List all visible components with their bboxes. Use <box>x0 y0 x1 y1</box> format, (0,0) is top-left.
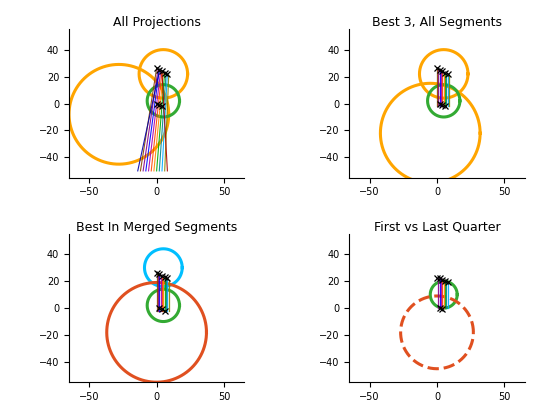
Title: Best 3, All Segments: Best 3, All Segments <box>372 16 502 29</box>
Title: First vs Last Quarter: First vs Last Quarter <box>374 221 500 234</box>
Title: Best In Merged Segments: Best In Merged Segments <box>76 221 237 234</box>
Title: All Projections: All Projections <box>113 16 200 29</box>
